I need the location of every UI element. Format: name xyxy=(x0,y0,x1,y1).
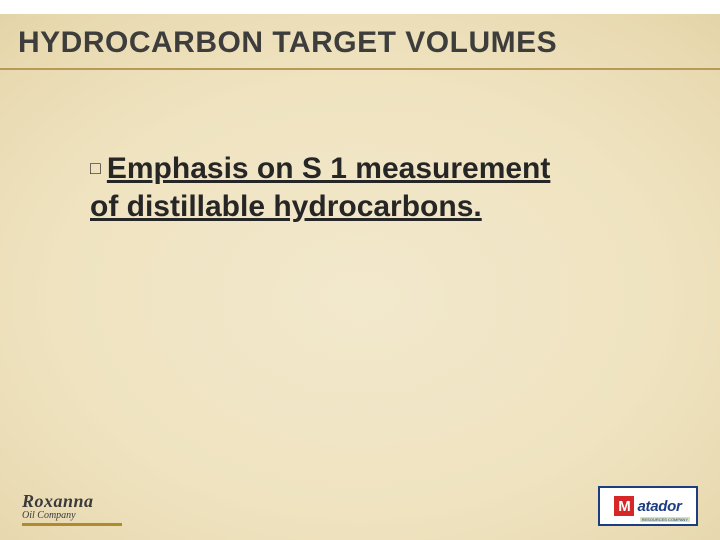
matador-logo-sub: RESOURCES COMPANY xyxy=(640,517,690,522)
slide-background xyxy=(0,0,720,540)
slide-title: HYDROCARBON TARGET VOLUMES xyxy=(18,26,702,60)
title-underline xyxy=(0,68,720,70)
title-block: HYDROCARBON TARGET VOLUMES xyxy=(0,14,720,68)
matador-logo-inner: M atador xyxy=(614,496,681,516)
matador-logo: M atador RESOURCES COMPANY xyxy=(598,486,698,526)
body-text: □ Emphasis on S 1 measurement of distilla… xyxy=(90,150,650,225)
matador-logo-m-icon: M xyxy=(614,496,634,516)
roxanna-logo-bar xyxy=(22,523,122,526)
body-line-1: Emphasis on S 1 measurement xyxy=(107,152,551,185)
roxanna-logo-name: Roxanna xyxy=(22,492,132,510)
roxanna-logo: Roxanna Oil Company xyxy=(22,492,132,526)
bullet-icon: □ xyxy=(90,157,101,180)
matador-logo-word: atador xyxy=(637,498,681,515)
body-line-2: of distillable hydrocarbons. xyxy=(90,190,482,223)
top-white-bar xyxy=(0,0,720,14)
roxanna-logo-tagline: Oil Company xyxy=(22,511,132,521)
